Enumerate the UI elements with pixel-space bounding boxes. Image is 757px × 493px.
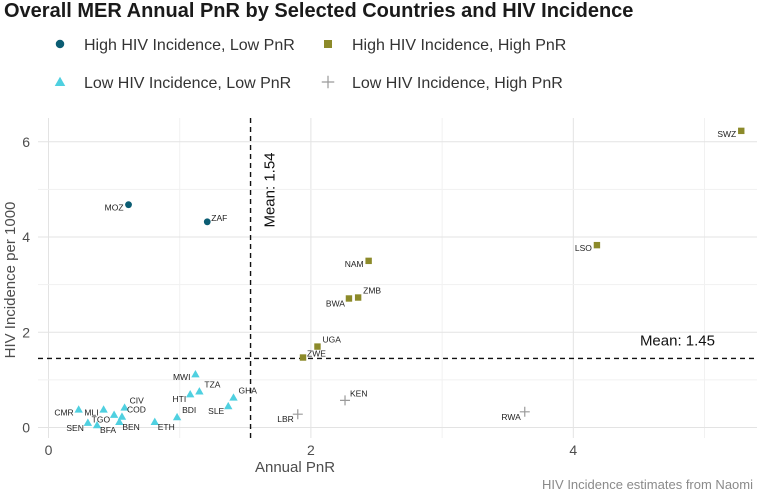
data-point-lbr — [292, 409, 303, 420]
data-point-sen — [83, 418, 93, 426]
point-label-nam: NAM — [345, 259, 364, 269]
data-point-eth — [150, 417, 159, 425]
mean-y-label: Mean: 1.45 — [640, 332, 715, 349]
gridlines — [38, 118, 757, 438]
data-point-sle — [224, 401, 233, 410]
point-label-tgo: TGO — [92, 415, 111, 425]
y-tick-label: 0 — [22, 420, 30, 436]
point-label-zwe: ZWE — [307, 349, 326, 359]
data-point-tza — [195, 387, 204, 395]
point-label-swz: SWZ — [717, 129, 736, 139]
data-point-swz — [738, 127, 745, 135]
point-label-zaf: ZAF — [211, 213, 227, 223]
legend: High HIV Incidence, Low PnR High HIV Inci… — [54, 37, 566, 92]
point-label-lso: LSO — [575, 243, 592, 253]
x-axis-title: Annual PnR — [255, 459, 335, 476]
point-label-bdi: BDI — [182, 405, 196, 415]
point-label-cmr: CMR — [54, 407, 73, 417]
data-point-civ — [120, 403, 129, 411]
data-point-ben — [115, 417, 124, 425]
data-point-zwe — [299, 354, 307, 361]
y-tick-label: 2 — [22, 324, 30, 340]
point-label-mwi: MWI — [173, 372, 190, 382]
data-point-zaf — [203, 218, 211, 226]
point-label-ken: KEN — [350, 388, 367, 398]
data-point-mli — [99, 405, 108, 413]
data-point-bdi — [172, 412, 182, 421]
y-tick-label: 6 — [22, 134, 30, 150]
point-label-eth: ETH — [158, 422, 175, 432]
data-point-tgo — [109, 410, 119, 418]
data-point-hti — [185, 389, 195, 398]
mean-x-label: Mean: 1.54 — [262, 152, 279, 227]
data-point-nam — [365, 257, 372, 265]
axis-ticks: 0 2 4 0 2 4 6 — [22, 134, 577, 458]
point-label-sen: SEN — [66, 423, 83, 433]
mean-lines: Mean: 1.54 Mean: 1.45 — [38, 118, 757, 438]
data-point-ken — [340, 395, 351, 406]
legend-marker-plus — [321, 75, 335, 89]
data-point-moz — [125, 201, 132, 209]
caption: HIV Incidence estimates from Naomi — [542, 477, 753, 492]
legend-marker-circle — [55, 39, 65, 49]
y-axis-title: HIV Incidence per 1000 — [2, 202, 19, 359]
data-point-rwa — [519, 406, 530, 417]
point-label-bfa: BFA — [100, 425, 116, 435]
legend-marker-square — [324, 40, 332, 48]
point-label-zmb: ZMB — [363, 286, 381, 296]
x-tick-label: 4 — [569, 442, 577, 458]
point-label-cod: COD — [127, 405, 146, 415]
data-point-lso — [593, 241, 601, 249]
point-label-bwa: BWA — [326, 298, 345, 308]
data-point-bfa — [92, 420, 102, 429]
x-tick-label: 0 — [45, 442, 53, 458]
point-labels: MOZ ZAF SWZ LSO NAM ZMB BWA UGA ZWE MWI TZA HTI GHA S… — [54, 129, 736, 435]
legend-label: Low HIV Incidence, Low PnR — [84, 75, 291, 92]
data-point-cod — [117, 412, 127, 420]
data-point-uga — [314, 343, 321, 350]
data-point-cmr — [74, 405, 83, 413]
legend-label: Low HIV Incidence, High PnR — [352, 75, 563, 92]
point-label-hti: HTI — [172, 394, 186, 404]
point-label-uga: UGA — [322, 335, 341, 345]
data-point-zmb — [354, 294, 362, 301]
point-label-gha: GHA — [238, 386, 257, 396]
legend-label: High HIV Incidence, High PnR — [352, 37, 566, 54]
point-label-sle: SLE — [208, 406, 224, 416]
data-point-bwa — [345, 295, 353, 302]
point-label-lbr: LBR — [277, 414, 294, 424]
y-tick-label: 4 — [22, 229, 30, 245]
point-label-tza: TZA — [204, 379, 220, 389]
data-points — [74, 127, 745, 429]
x-tick-label: 2 — [307, 442, 315, 458]
chart-title: Overall MER Annual PnR by Selected Count… — [4, 0, 634, 22]
legend-label: High HIV Incidence, Low PnR — [84, 37, 295, 54]
data-point-mwi — [191, 369, 200, 378]
legend-marker-triangle — [54, 76, 66, 86]
point-label-civ: CIV — [130, 396, 145, 406]
point-label-rwa: RWA — [501, 412, 521, 422]
point-label-moz: MOZ — [105, 203, 124, 213]
point-label-ben: BEN — [122, 422, 139, 432]
data-point-gha — [229, 393, 238, 401]
point-label-mli: MLI — [84, 407, 98, 417]
